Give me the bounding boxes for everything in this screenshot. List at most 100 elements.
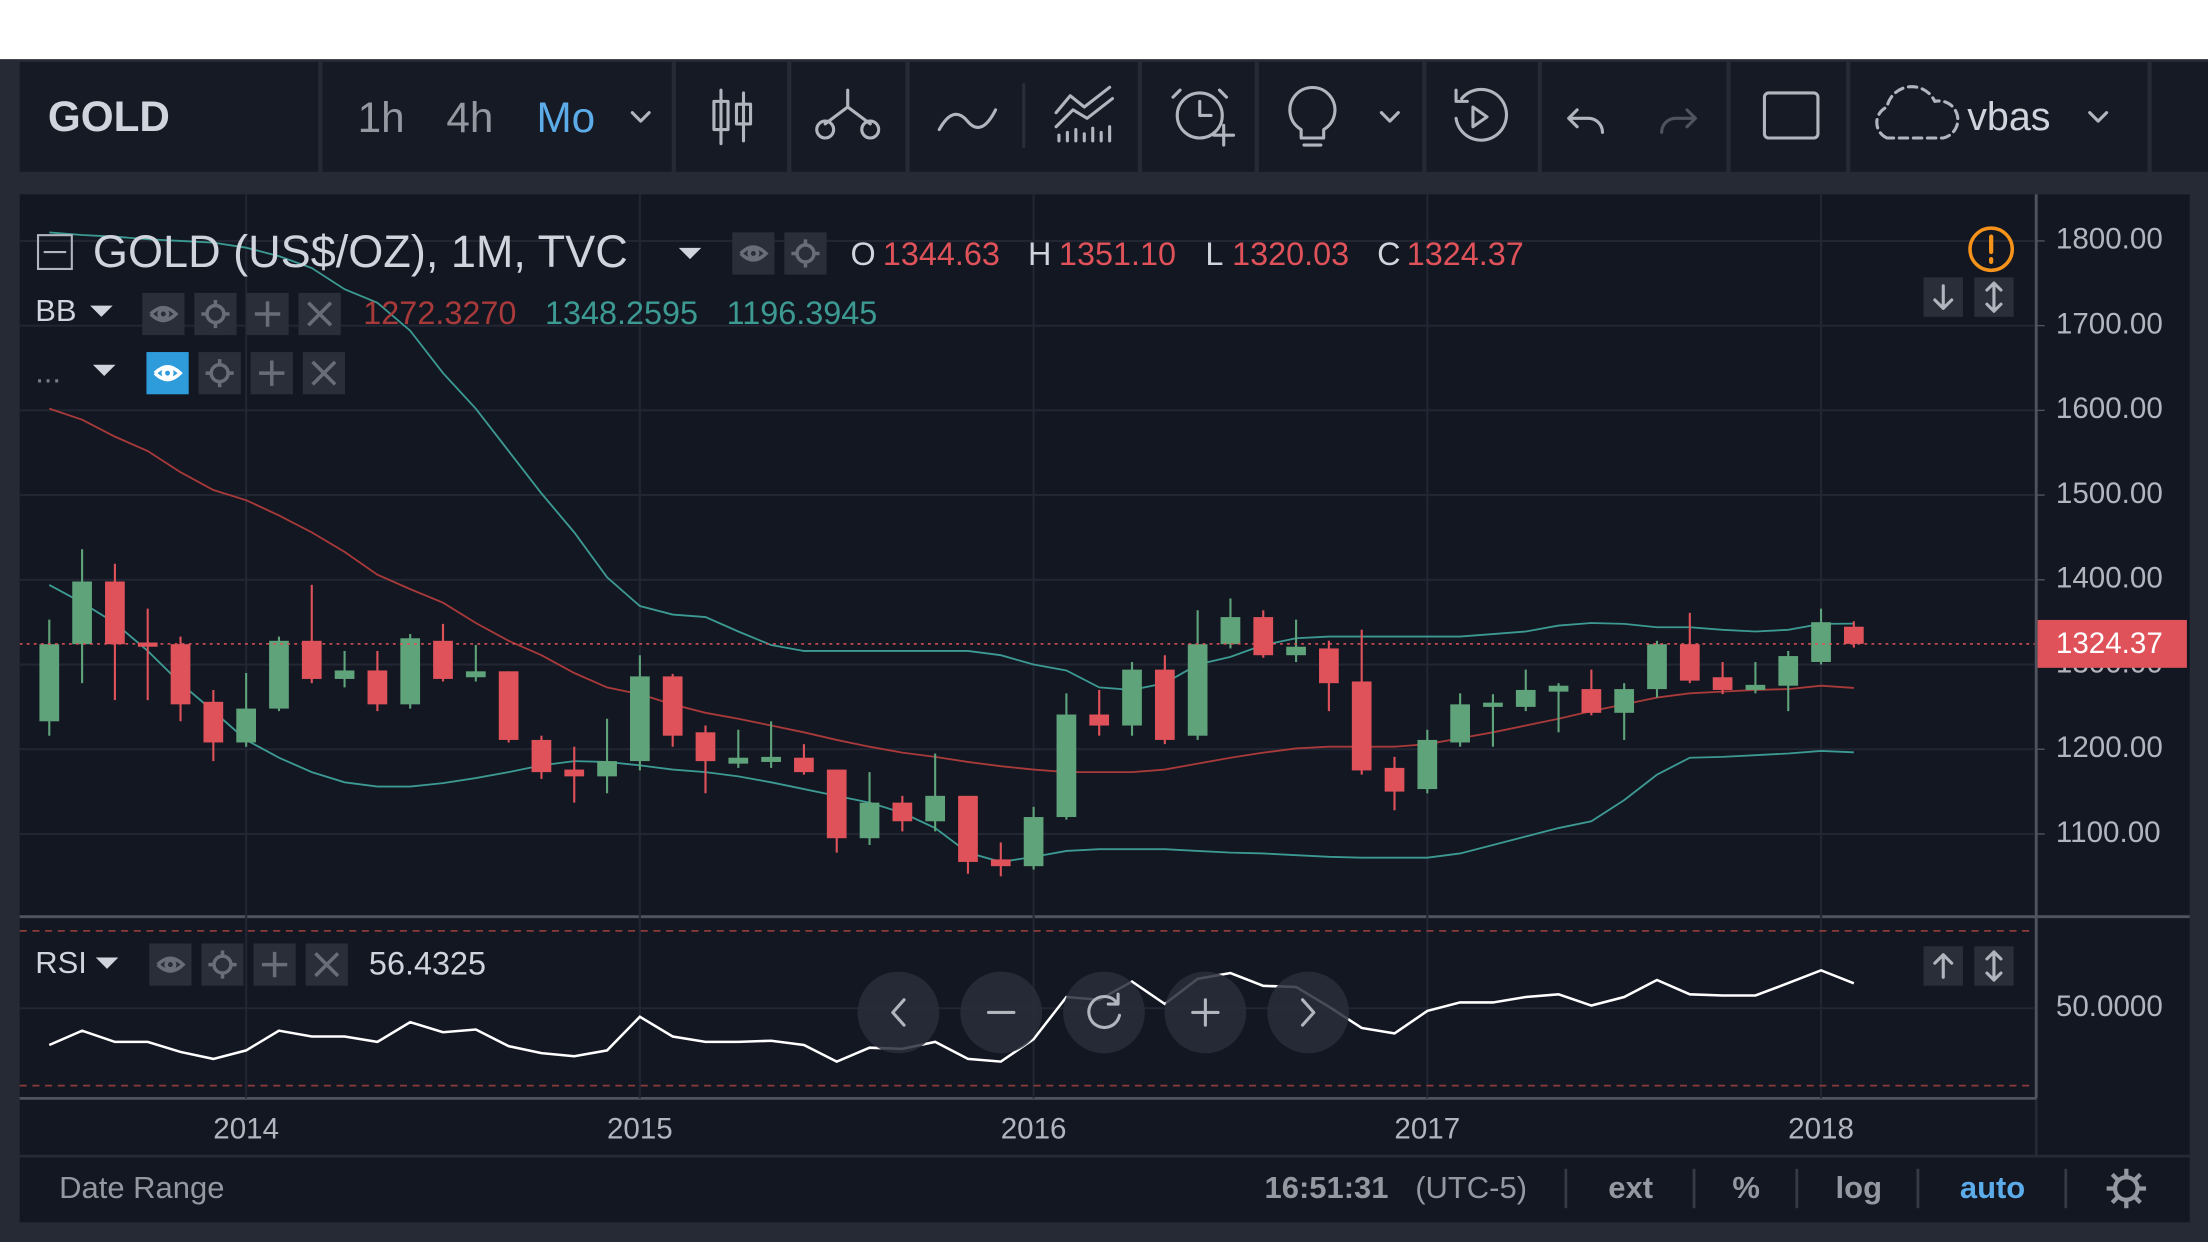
candle-body [433, 640, 453, 679]
dropdown-arrow[interactable] [95, 957, 119, 969]
candle-body [1483, 702, 1503, 707]
chevron[interactable] [1379, 111, 1400, 123]
y-tick-label: 1700.00 [2056, 307, 2163, 340]
scale-buttons [1923, 277, 2014, 986]
candle-body [761, 756, 781, 762]
toolbar-block[interactable] [1730, 61, 1847, 172]
chevron[interactable] [2088, 111, 2109, 123]
candle-body [630, 676, 650, 762]
ohlc-value: 1351.10 [1059, 236, 1176, 272]
toolbar-block[interactable] [791, 61, 906, 172]
candle-body [1319, 648, 1339, 684]
scale-icon [1933, 281, 2003, 313]
candle-body [1647, 644, 1667, 690]
clock: 16:51:31 [1265, 1170, 1389, 1205]
ideas-icon[interactable] [1288, 85, 1337, 147]
bb-lower [48, 584, 1854, 863]
candle-body [1811, 622, 1831, 662]
rsi-plot [48, 968, 1855, 1064]
toolbar-block[interactable] [2151, 61, 2208, 172]
warning-icon[interactable] [1968, 226, 2015, 273]
ohlc-key: O [851, 236, 876, 272]
interval[interactable]: Mo [537, 94, 596, 141]
ohlc-key: L [1205, 236, 1223, 272]
toolbar-block[interactable] [19, 61, 319, 172]
toolbar-block[interactable] [675, 61, 788, 172]
scroll-right[interactable] [1267, 971, 1350, 1054]
bb-legend: BB [35, 293, 76, 328]
legend-icon [311, 360, 337, 386]
bb-value: 1272.3270 [363, 295, 516, 331]
last-price-box [2037, 619, 2187, 668]
redo-icon[interactable] [1660, 108, 1697, 134]
candle-body [334, 670, 355, 679]
toolbar-block[interactable] [1426, 61, 1538, 172]
y-tick-label: 1800.00 [2056, 223, 2163, 256]
ohlc-value: 1320.03 [1232, 236, 1349, 272]
toolbar [19, 61, 2208, 172]
legend-icon [205, 359, 234, 388]
ohlc-value: 1344.63 [883, 236, 1000, 272]
legend-button[interactable] [198, 352, 241, 395]
bottom-bar [19, 1157, 2190, 1223]
layout-icon[interactable] [1762, 91, 1820, 140]
legend-icon [261, 951, 288, 978]
interval[interactable]: 1h [358, 94, 405, 141]
replay-icon[interactable] [1454, 87, 1509, 142]
scroll-left[interactable] [857, 971, 940, 1054]
symbol[interactable]: GOLD [48, 93, 170, 140]
candle-body [203, 701, 224, 743]
main-pane [19, 194, 2035, 916]
alert-icon[interactable] [1171, 88, 1236, 147]
candle-body [662, 676, 683, 736]
legend-icon [208, 950, 237, 979]
ohlc-legend: O 1344.63 H 1351.10 L 1320.03 C 1324.37 [851, 236, 1524, 272]
bb-upper [49, 231, 1854, 691]
collapse-icon[interactable] [36, 234, 73, 271]
toolbar-block[interactable] [1850, 61, 2148, 172]
toolbar-block[interactable] [1258, 61, 1423, 172]
ohlc-key: H [1028, 236, 1051, 272]
bb-middle [48, 407, 1854, 774]
date-range[interactable]: Date Range [59, 1170, 224, 1205]
ohlc-value: 1324.37 [1407, 236, 1524, 272]
dropdown-arrow[interactable] [92, 364, 116, 376]
undo-icon[interactable] [1567, 108, 1605, 134]
reset[interactable] [1063, 971, 1145, 1054]
x-tick-label: 2017 [1394, 1113, 1460, 1146]
candle-body [1778, 656, 1799, 686]
candle-body [826, 769, 847, 839]
candle-body [1745, 684, 1766, 690]
toolbar-block[interactable] [322, 61, 672, 172]
option[interactable]: ext [1608, 1170, 1653, 1205]
templates-icon[interactable] [1054, 85, 1114, 143]
nav-icons [891, 992, 1316, 1029]
candle-body [498, 671, 519, 740]
dropdown-arrow[interactable] [678, 247, 702, 260]
candle-body [1122, 669, 1142, 726]
legend-buttons [142, 232, 827, 986]
toolbar-icons [712, 82, 2109, 148]
compare-icon[interactable] [815, 88, 881, 140]
legend-button[interactable] [784, 232, 827, 275]
legend-button[interactable] [201, 943, 244, 986]
candle-body [1089, 714, 1110, 726]
interval[interactable]: 4h [446, 94, 493, 141]
option[interactable]: log [1836, 1170, 1882, 1205]
chevron[interactable] [630, 111, 651, 123]
legend-button[interactable] [194, 292, 237, 336]
timezone[interactable]: (UTC-5) [1415, 1170, 1527, 1205]
account[interactable]: vbas [1967, 95, 2050, 139]
indicator-icon[interactable] [937, 108, 998, 132]
option[interactable]: auto [1960, 1170, 2025, 1205]
y-tick-label: 1400.00 [2056, 562, 2163, 595]
dropdown-arrow[interactable] [90, 305, 113, 317]
settings-icon[interactable] [2106, 1168, 2147, 1209]
candles-icon[interactable] [712, 88, 753, 146]
y-tick-label: 1100.00 [2056, 816, 2161, 849]
option[interactable]: % [1732, 1170, 1760, 1205]
y-tick-label: 1200.00 [2056, 731, 2163, 764]
toolbar-block[interactable] [1142, 61, 1255, 172]
candle-body [137, 642, 158, 647]
